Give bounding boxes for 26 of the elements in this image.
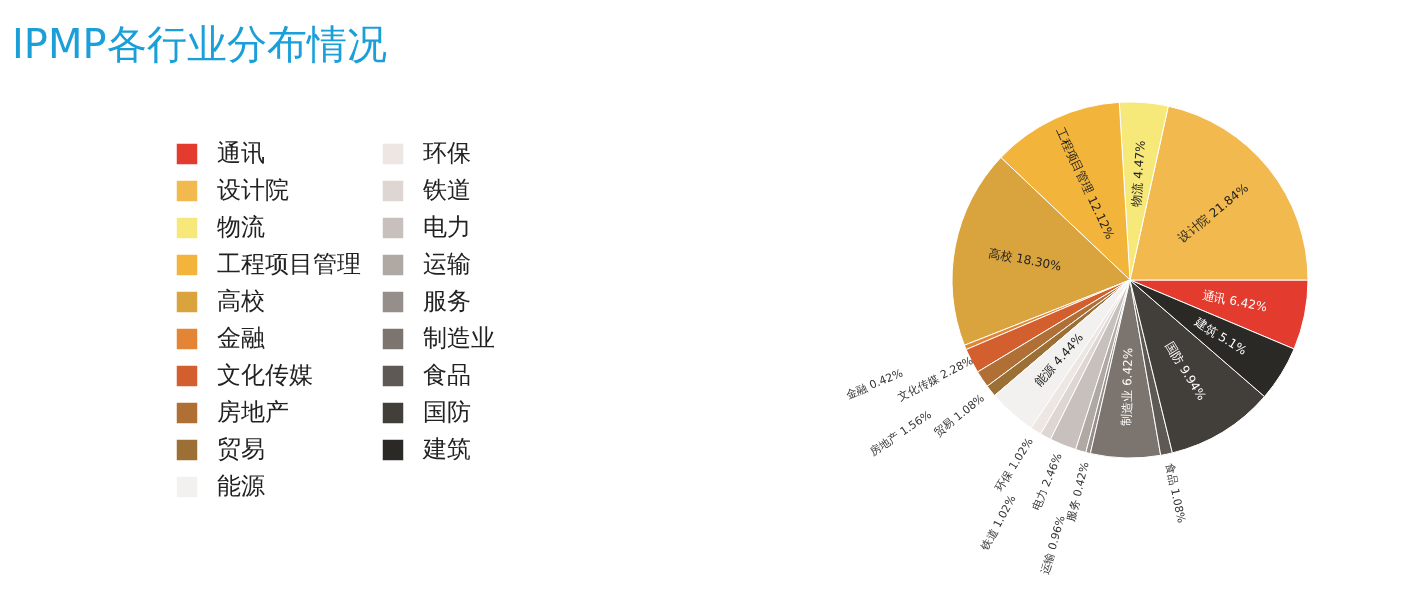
legend-label: 物流 [217, 213, 265, 241]
category-label: 高校 18.30% [987, 245, 1063, 274]
legend-label: 国防 [423, 398, 471, 426]
legend-label: 贸易 [217, 435, 265, 463]
legend-label: 房地产 [217, 398, 289, 426]
legend-label: 环保 [423, 139, 471, 167]
legend-label: 电力 [423, 213, 471, 241]
legend-label: 设计院 [217, 176, 289, 204]
legend-label: 服务 [423, 287, 471, 315]
legend-label: 运输 [423, 250, 471, 278]
legend-label: 金融 [217, 324, 265, 352]
legend-label: 工程项目管理 [217, 250, 361, 278]
legend-label: 通讯 [217, 139, 265, 167]
legend-label: 食品 [423, 361, 471, 389]
legend-label: 文化传媒 [217, 361, 313, 389]
category-label: 食品 1.08% [1162, 462, 1188, 525]
legend-label: 能源 [217, 472, 265, 500]
category-label: 服务 0.42% [1064, 460, 1092, 523]
legend-label: 建筑 [422, 435, 471, 463]
legend-label: 制造业 [423, 324, 495, 352]
legend-label: 高校 [217, 287, 265, 315]
category-label: 制造业 6.42% [1119, 347, 1136, 426]
category-label: 物流 4.47% [1128, 140, 1148, 207]
chart-title: IPMP各行业分布情况 [12, 21, 387, 67]
category-label: 通讯 6.42% [1200, 287, 1269, 315]
legend-label: 铁道 [422, 176, 471, 204]
